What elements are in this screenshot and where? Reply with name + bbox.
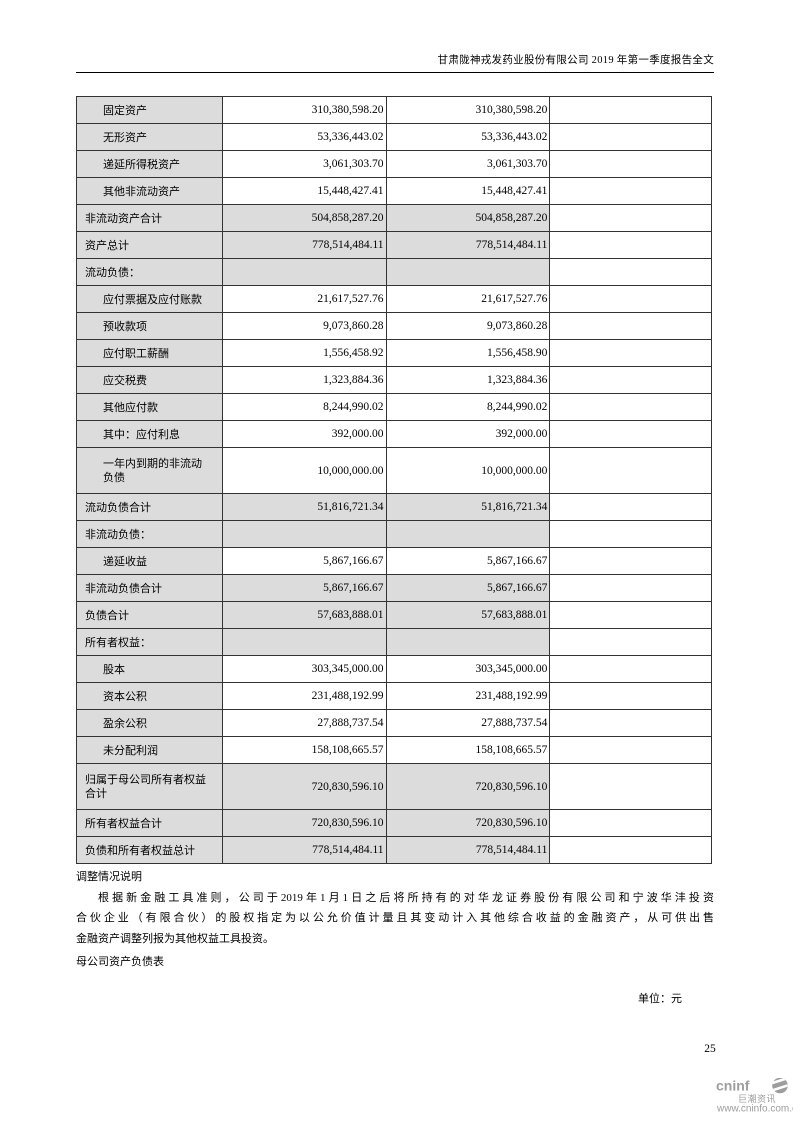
svg-text:cninf: cninf [716, 1078, 750, 1094]
svg-text:巨潮资讯: 巨潮资讯 [738, 1093, 776, 1104]
svg-text:www.cninfo.com.cn: www.cninfo.com.cn [716, 1104, 793, 1113]
